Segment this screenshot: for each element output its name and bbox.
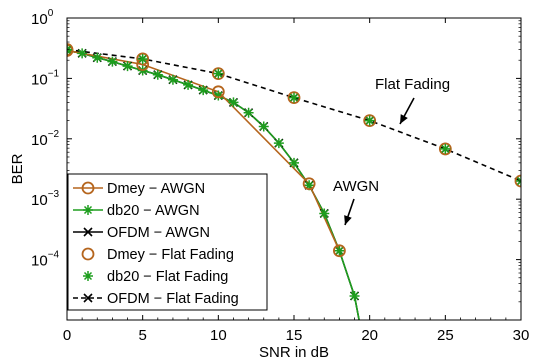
x-axis-label: SNR in dB xyxy=(259,344,329,361)
legend-entry-2: db20 − AWGN xyxy=(73,203,200,219)
series-5-markers xyxy=(67,44,521,187)
series-2-point xyxy=(77,48,88,59)
series-2-point xyxy=(213,90,224,101)
series-5-point xyxy=(289,92,299,103)
x-tick-label: 15 xyxy=(286,327,303,344)
series-2-point xyxy=(258,121,269,132)
series-4-point xyxy=(514,174,521,188)
x-tick-label: 0 xyxy=(63,327,71,344)
legend-label: OFDM − Flat Fading xyxy=(107,291,239,307)
legend-marker xyxy=(83,271,93,281)
legend: Dmey − AWGN db20 − AWGN OFDM − AWGN Dmey − … xyxy=(67,173,268,311)
series-4-point xyxy=(136,52,150,66)
series-2-markers xyxy=(67,45,360,301)
x-tick-label: 30 xyxy=(513,327,530,344)
series-1-point xyxy=(332,244,346,258)
y-tick-exponent: 0 xyxy=(48,8,54,19)
legend-marker xyxy=(83,293,93,303)
series-2-point xyxy=(152,69,163,80)
series-2-point xyxy=(92,52,103,63)
legend-entry-6: OFDM − Flat Fading xyxy=(73,291,239,307)
annotation-flat-fading: Flat Fading xyxy=(375,76,450,93)
series-1-point xyxy=(302,177,316,191)
legend-label: Dmey − Flat Fading xyxy=(107,247,234,263)
legend-label: OFDM − AWGN xyxy=(107,225,210,241)
series-2-point xyxy=(289,157,299,168)
series-2-point xyxy=(228,97,239,108)
series-5-point xyxy=(364,115,375,126)
y-tick-label: 10−4 xyxy=(31,250,60,270)
series-5-point xyxy=(213,68,224,79)
series-2-point xyxy=(107,56,118,67)
series-4-point xyxy=(363,114,377,128)
legend-marker xyxy=(83,205,93,215)
y-tick-exponent: −1 xyxy=(48,68,60,79)
series-2-point xyxy=(304,180,315,191)
legend-label: Dmey − AWGN xyxy=(107,181,205,197)
series-2-point xyxy=(183,79,194,90)
series-2-point xyxy=(319,208,330,219)
legend-marker xyxy=(83,227,93,237)
series-4-point xyxy=(287,91,301,105)
legend-marker xyxy=(81,181,95,195)
series-4-point xyxy=(211,67,225,81)
x-tick-label: 20 xyxy=(361,327,378,344)
series-5-point xyxy=(440,143,451,154)
y-tick-exponent: −4 xyxy=(48,250,60,261)
series-1-point xyxy=(211,85,225,99)
series-2-point xyxy=(334,245,345,256)
series-2-point xyxy=(198,85,209,96)
legend-box xyxy=(67,173,268,311)
x-tick-label: 10 xyxy=(210,327,227,344)
legend-entry-1: Dmey − AWGN xyxy=(73,181,205,197)
y-tick-label: 10−3 xyxy=(31,189,60,209)
y-tick-exponent: −2 xyxy=(48,129,60,140)
legend-label: db20 − AWGN xyxy=(107,203,200,219)
series-2-point xyxy=(273,138,284,149)
annotation-awgn: AWGN xyxy=(333,178,379,195)
x-tick-label: 25 xyxy=(437,327,454,344)
series-4-point xyxy=(438,142,452,156)
annotation-layer: Flat Fading AWGN xyxy=(333,76,450,226)
legend-entry-3: OFDM − AWGN xyxy=(73,225,210,241)
series-4-point xyxy=(67,43,74,56)
legend-entry-5: db20 − Flat Fading xyxy=(83,269,228,285)
x-tick-label: 5 xyxy=(138,327,146,344)
series-5-point xyxy=(137,53,148,64)
y-tick-label: 10−2 xyxy=(31,129,60,149)
legend-marker xyxy=(81,247,95,261)
y-axis-label: BER xyxy=(9,153,26,184)
series-2-point xyxy=(349,290,360,301)
series-2-point xyxy=(122,61,133,72)
y-tick-label: 100 xyxy=(31,8,54,28)
annotation-awgn-arrow-head xyxy=(344,215,352,225)
annotation-flat-fading-arrow-head xyxy=(400,114,408,124)
series-2-point xyxy=(243,107,254,118)
y-tick-label: 10−1 xyxy=(31,68,60,88)
series-2-point xyxy=(167,74,178,85)
y-tick-exponent: −3 xyxy=(48,189,60,200)
legend-label: db20 − Flat Fading xyxy=(107,269,228,285)
series-layer xyxy=(67,43,521,320)
series-4-markers xyxy=(67,43,521,188)
legend-entry-4: Dmey − Flat Fading xyxy=(81,247,234,263)
